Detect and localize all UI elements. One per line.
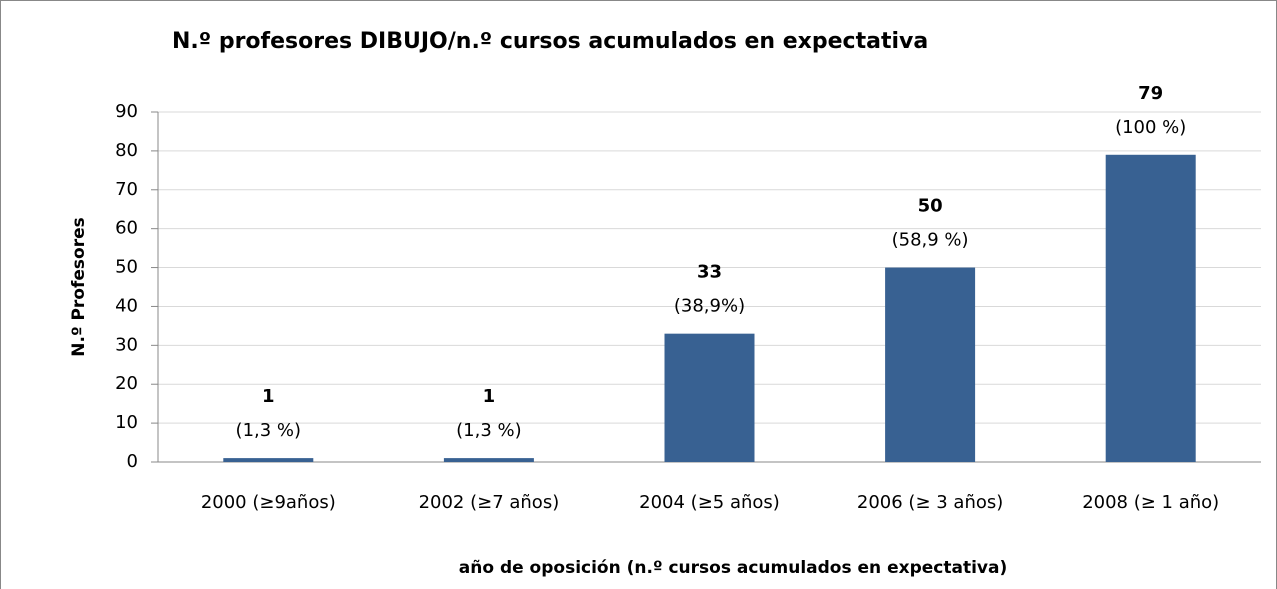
value-label: 1 — [483, 386, 496, 407]
bar — [443, 458, 534, 462]
y-tick-label: 70 — [115, 179, 138, 200]
x-tick-label: 2004 (≥5 años) — [639, 492, 780, 513]
x-tick-label: 2006 (≥ 3 años) — [857, 492, 1003, 513]
x-axis-title: año de oposición (n.º cursos acumulados … — [459, 558, 1007, 578]
bar — [664, 333, 755, 462]
y-tick-label: 10 — [115, 412, 138, 433]
x-tick-label: 2000 (≥9años) — [201, 492, 336, 513]
percent-label: (100 %) — [1115, 117, 1186, 138]
y-tick-label: 30 — [115, 334, 138, 355]
bar — [885, 267, 976, 462]
y-tick-label: 0 — [127, 451, 138, 472]
percent-label: (38,9%) — [674, 296, 745, 317]
x-tick-label: 2002 (≥7 años) — [419, 492, 560, 513]
value-label: 33 — [697, 262, 722, 283]
bar — [223, 458, 314, 462]
value-label: 1 — [262, 386, 275, 407]
percent-label: (1,3 %) — [456, 420, 522, 441]
x-tick-label: 2008 (≥ 1 año) — [1082, 492, 1219, 513]
value-label: 50 — [918, 196, 943, 217]
percent-label: (58,9 %) — [892, 230, 969, 251]
value-label: 79 — [1138, 83, 1163, 104]
percent-label: (1,3 %) — [236, 420, 302, 441]
y-axis-title: N.º Profesores — [69, 217, 89, 356]
bar — [1105, 154, 1196, 462]
y-tick-label: 40 — [115, 295, 138, 316]
y-tick-label: 90 — [115, 101, 138, 122]
y-tick-label: 20 — [115, 373, 138, 394]
y-tick-label: 50 — [115, 257, 138, 278]
chart-title: N.º profesores DIBUJO/n.º cursos acumula… — [172, 29, 928, 54]
y-tick-label: 60 — [115, 218, 138, 239]
y-tick-label: 80 — [115, 140, 138, 161]
